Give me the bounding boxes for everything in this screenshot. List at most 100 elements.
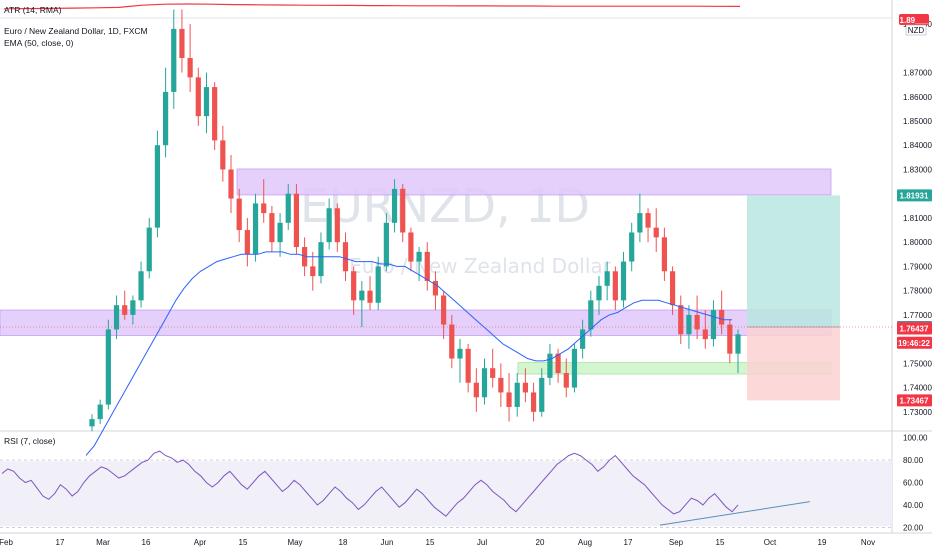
candle-body xyxy=(449,324,455,359)
candle-body xyxy=(154,145,161,228)
price-tick-label: 1.83000 xyxy=(903,165,932,174)
rsi-trendline xyxy=(659,501,811,526)
candle-body xyxy=(424,251,430,281)
rsi-tick-label: 100.00 xyxy=(903,434,928,443)
x-axis-label: Mar xyxy=(96,538,110,547)
candle-body xyxy=(310,266,316,277)
candle-body xyxy=(522,382,528,393)
candle-body xyxy=(138,271,144,301)
watermark-name: Euro / New Zealand Dollar xyxy=(349,254,612,278)
candle-body xyxy=(481,368,488,398)
price-tick-label: 1.75000 xyxy=(903,359,932,368)
price-tick-label: 1.73000 xyxy=(903,408,932,417)
candle-body xyxy=(236,198,242,231)
atr-line xyxy=(3,3,741,10)
candle-body xyxy=(375,266,381,303)
candle-body xyxy=(318,242,324,277)
rsi-tick-label: 80.00 xyxy=(903,456,924,465)
candle-body xyxy=(416,251,422,262)
candle-body xyxy=(612,271,618,301)
candle-body xyxy=(383,222,389,267)
candle-body xyxy=(122,305,128,315)
candle-body xyxy=(735,334,741,354)
candle-body xyxy=(441,295,447,325)
x-axis-label: 17 xyxy=(624,538,633,547)
candle-body xyxy=(506,392,512,407)
price-tag-text: 19:46:22 xyxy=(898,339,931,348)
rsi-tick-label: 60.00 xyxy=(903,479,924,488)
candle-body xyxy=(261,203,267,214)
x-axis-label: Sep xyxy=(669,538,684,547)
candle-body xyxy=(694,314,700,330)
price-tag-text: 1.73467 xyxy=(900,396,929,405)
candle-body xyxy=(571,348,578,388)
x-axis-label: 19 xyxy=(818,538,827,547)
candle-body xyxy=(244,230,250,255)
x-axis-label: Apr xyxy=(194,538,207,547)
candle-body xyxy=(620,261,627,301)
price-tag xyxy=(897,394,932,407)
candle-body xyxy=(179,28,185,58)
candle-body xyxy=(555,353,561,374)
candle-body xyxy=(400,188,406,233)
candle-body xyxy=(130,300,136,315)
candle-body xyxy=(432,280,439,296)
candle-body xyxy=(359,290,365,301)
candle-body xyxy=(473,382,479,398)
candle-body xyxy=(604,271,610,286)
candle-body xyxy=(334,208,340,243)
price-tag xyxy=(897,189,932,202)
x-axis-label: Nov xyxy=(861,538,875,547)
position-profit-area xyxy=(747,195,840,327)
candle-body xyxy=(105,329,111,405)
candle-body xyxy=(212,87,218,141)
zone-resistance xyxy=(236,168,832,196)
price-tick-label: 1.80000 xyxy=(903,238,932,247)
candle-body xyxy=(669,271,676,306)
candle-body xyxy=(653,227,659,238)
rsi-tick-label: 20.00 xyxy=(903,523,924,532)
candle-body xyxy=(187,57,193,78)
candle-body xyxy=(686,314,692,335)
top-price-tag-text: 1.89___ xyxy=(900,16,929,25)
zone-supply xyxy=(0,309,832,336)
x-axis-label: Aug xyxy=(578,538,592,547)
candle-body xyxy=(580,329,586,349)
price-tick-label: 1.84000 xyxy=(903,141,932,150)
ema-legend-label: EMA (50, close, 0) xyxy=(4,38,74,48)
x-axis-label: Oct xyxy=(764,538,777,547)
candle-body xyxy=(277,222,283,243)
currency-badge[interactable] xyxy=(905,24,927,36)
x-axis-label: 17 xyxy=(56,538,65,547)
candle-body xyxy=(342,242,349,272)
x-axis-label: 18 xyxy=(339,538,348,547)
position-loss-area xyxy=(747,327,840,401)
candle-body xyxy=(171,28,177,92)
candle-body xyxy=(678,305,684,335)
x-axis-label: Feb xyxy=(0,538,13,547)
candle-body xyxy=(162,91,169,146)
price-tag xyxy=(897,336,932,349)
candle-body xyxy=(285,193,291,223)
x-axis-label: 20 xyxy=(536,538,545,547)
candle-body xyxy=(220,140,226,170)
candle-body xyxy=(367,290,373,303)
rsi-line xyxy=(1,450,739,517)
candle-body xyxy=(645,213,651,228)
candle-body xyxy=(457,348,463,359)
x-axis-label: 16 xyxy=(142,538,151,547)
candle-body xyxy=(547,353,553,378)
candle-body xyxy=(203,87,210,117)
candle-body xyxy=(719,310,725,325)
candle-body xyxy=(302,247,308,267)
top-price-tag xyxy=(899,14,929,25)
price-tick-label: 1.81000 xyxy=(903,214,932,223)
x-axis-label: 15 xyxy=(239,538,248,547)
candle-body xyxy=(637,213,643,233)
atr-indicator-label: ATR (14, RMA) xyxy=(4,5,62,15)
x-axis-label: May xyxy=(287,538,302,547)
candle-body xyxy=(252,203,259,255)
candle-body xyxy=(563,373,569,388)
price-tick-label: 1.85000 xyxy=(903,117,932,126)
